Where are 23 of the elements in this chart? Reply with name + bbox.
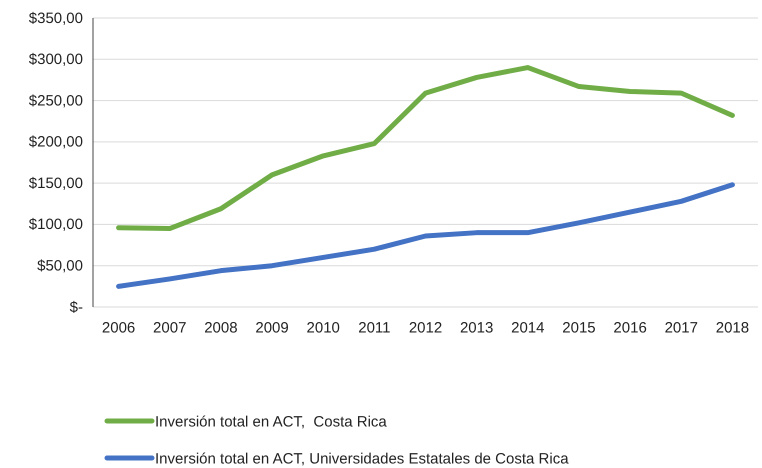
x-tick-label: 2010 xyxy=(306,320,340,337)
x-tick-label: 2017 xyxy=(664,320,698,337)
x-tick-label: 2015 xyxy=(562,320,596,337)
x-tick-label: 2007 xyxy=(153,320,186,337)
x-tick-label: 2012 xyxy=(408,320,442,337)
x-tick-label: 2009 xyxy=(255,320,289,337)
x-tick-label: 2008 xyxy=(204,320,238,337)
y-tick-label: $200,00 xyxy=(28,134,83,151)
y-tick-label: $350,00 xyxy=(28,10,83,27)
x-tick-label: 2011 xyxy=(358,320,390,337)
y-tick-label: $- xyxy=(70,298,83,316)
x-tick-label: 2013 xyxy=(460,320,494,337)
x-tick-label: 2016 xyxy=(613,320,647,337)
x-tick-label: 2014 xyxy=(511,320,544,337)
x-tick-label: 2018 xyxy=(716,320,750,337)
y-tick-label: $300,00 xyxy=(28,51,83,68)
y-tick-label: $100,00 xyxy=(28,216,83,234)
legend-label: Inversión total en ACT, Costa Rica xyxy=(155,413,388,430)
y-tick-label: $150,00 xyxy=(28,174,83,192)
x-tick-label: 2006 xyxy=(102,320,136,337)
y-tick-label: $250,00 xyxy=(28,92,83,110)
y-tick-label: $50,00 xyxy=(37,258,83,275)
legend-label: Inversión total en ACT, Universidades Estatales de Costa Rica xyxy=(155,450,570,468)
